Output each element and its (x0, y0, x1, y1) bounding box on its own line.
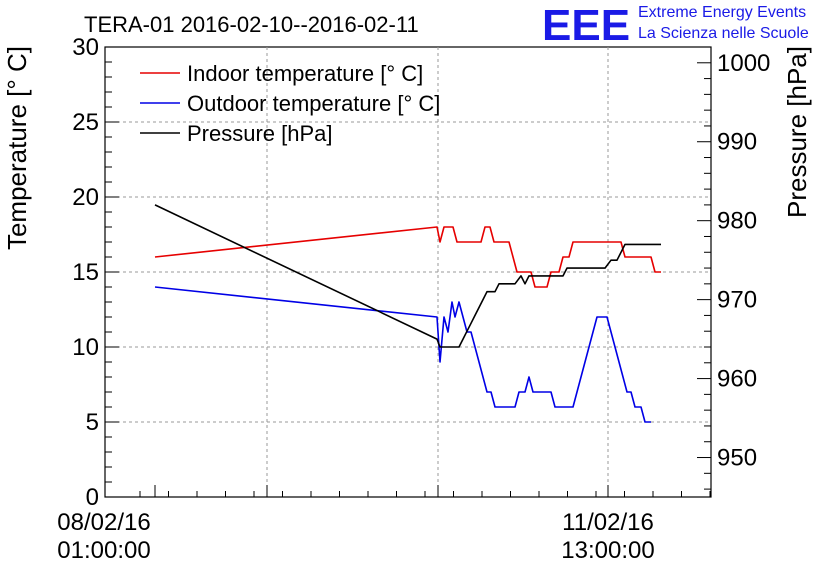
y2-tick-label: 960 (717, 366, 757, 393)
chart-title: TERA-01 2016-02-10--2016-02-11 (84, 12, 419, 37)
logo-line-2: La Scienza nelle Scuole (638, 25, 809, 42)
legend-label: Indoor temperature [° C] (187, 61, 423, 86)
logo-mark: EEE (542, 1, 630, 50)
axes: 0 5 10 15 20 25 30 950 960 970 980 990 1000 08/02/160… (57, 34, 770, 564)
y-axis-title: Temperature [° C] (2, 46, 32, 250)
series-line-1 (154, 286, 651, 423)
eee-logo: EEE Extreme Energy Events La Scienza nel… (542, 1, 809, 50)
y-tick-label: 25 (72, 109, 99, 136)
y2-tick-label: 950 (717, 445, 757, 472)
y2-tick-label: 970 (717, 287, 757, 314)
y-tick-label: 10 (72, 334, 99, 361)
logo-line-1: Extreme Energy Events (638, 4, 806, 21)
y-tick-label: 30 (72, 34, 99, 61)
y2-tick-label: 980 (717, 208, 757, 235)
y-tick-label: 0 (86, 484, 99, 511)
legend-label: Pressure [hPa] (187, 121, 333, 146)
y2-tick-label: 990 (717, 129, 757, 156)
x-tick-label-time: 01:00:00 (57, 537, 150, 564)
y2-axis-title: Pressure [hPa] (782, 46, 812, 218)
series-line-0 (154, 226, 661, 288)
grid (105, 47, 711, 497)
y-tick-label: 5 (86, 409, 99, 436)
series-lines (154, 204, 661, 423)
x-tick-label-date: 08/02/16 (57, 509, 150, 536)
y-tick-label: 20 (72, 184, 99, 211)
x-tick-label-time: 13:00:00 (561, 537, 654, 564)
legend: Indoor temperature [° C] Outdoor temperat… (140, 61, 440, 146)
y2-tick-label: 1000 (717, 50, 770, 77)
x-tick-label-date: 11/02/16 (562, 509, 654, 536)
y-tick-label: 15 (72, 259, 99, 286)
series-line-2 (154, 204, 661, 348)
legend-label: Outdoor temperature [° C] (187, 91, 440, 116)
